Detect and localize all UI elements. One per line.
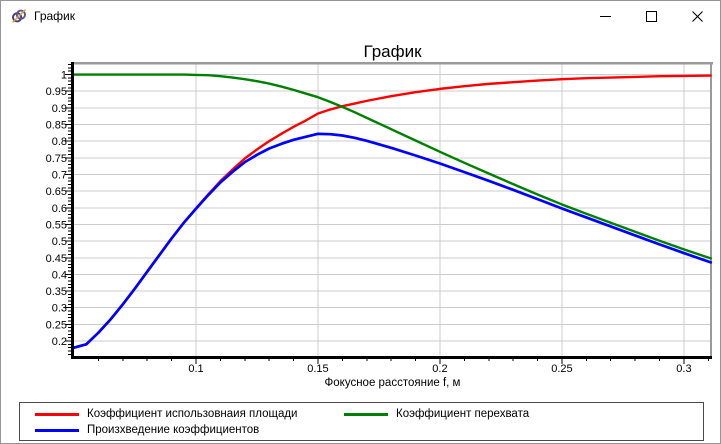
gridlines <box>74 64 711 356</box>
series-lines <box>72 73 713 350</box>
legend-line-blue <box>35 428 79 432</box>
axis-tick-labels: 1 0.95 0.9 0.85 0.8 0.75 0.7 0.65 0.6 0.55 0.5 0.45… <box>46 70 692 375</box>
maximize-icon <box>645 10 657 22</box>
svg-text:0.25: 0.25 <box>46 319 67 331</box>
minimize-button[interactable] <box>582 1 628 31</box>
legend-item-product: Произхведение коэффициентов <box>35 423 259 437</box>
app-icon <box>12 9 26 23</box>
legend-line-red <box>35 412 79 416</box>
chart-title: График <box>363 42 422 61</box>
svg-text:0.3: 0.3 <box>676 363 691 375</box>
title-bar[interactable]: График <box>1 1 720 31</box>
svg-text:0.7: 0.7 <box>52 169 67 181</box>
legend-label: Коэффициент использовнаия площади <box>87 408 298 420</box>
series-line-1 <box>72 73 712 260</box>
chart-canvas[interactable]: 1 0.95 0.9 0.85 0.8 0.75 0.7 0.65 0.6 0.55 0.5 0.45… <box>1 31 721 402</box>
legend-item-area-usage: Коэффициент использовнаия площади <box>35 407 297 421</box>
svg-text:0.1: 0.1 <box>188 363 203 375</box>
svg-text:0.8: 0.8 <box>52 136 67 148</box>
svg-text:0.9: 0.9 <box>52 103 67 115</box>
svg-text:0.4: 0.4 <box>52 269 67 281</box>
svg-text:0.85: 0.85 <box>46 120 67 132</box>
series-line-0 <box>72 74 712 349</box>
svg-text:0.2: 0.2 <box>52 336 67 348</box>
svg-text:1: 1 <box>61 70 67 82</box>
close-icon <box>691 10 703 22</box>
maximize-button[interactable] <box>628 1 674 31</box>
svg-text:0.95: 0.95 <box>46 86 67 98</box>
svg-text:0.3: 0.3 <box>52 303 67 315</box>
window-title: График <box>34 9 75 23</box>
svg-text:0.45: 0.45 <box>46 253 67 265</box>
legend-label: Произхведение коэффициентов <box>87 424 260 436</box>
legend-label: Коэффициент перехвата <box>396 408 530 420</box>
legend-item-intercept: Коэффициент перехвата <box>344 407 529 421</box>
axis-lines <box>71 62 712 359</box>
legend-line-green <box>344 412 388 416</box>
svg-text:0.65: 0.65 <box>46 186 67 198</box>
svg-text:0.5: 0.5 <box>52 236 67 248</box>
window-controls <box>582 1 720 31</box>
legend: Коэффициент использовнаия площади Коэффи… <box>19 402 704 441</box>
svg-text:0.55: 0.55 <box>46 219 67 231</box>
series-line-2 <box>72 132 713 350</box>
close-button[interactable] <box>674 1 720 31</box>
x-axis-title: Фокусное расстояние f, м <box>325 377 461 389</box>
svg-text:0.35: 0.35 <box>46 286 67 298</box>
svg-text:0.15: 0.15 <box>307 363 328 375</box>
svg-text:0.6: 0.6 <box>52 203 67 215</box>
axis-ticks <box>65 64 709 364</box>
plot-frame <box>71 62 713 356</box>
minimize-icon <box>599 15 611 17</box>
svg-text:0.75: 0.75 <box>46 153 67 165</box>
svg-text:0.25: 0.25 <box>551 363 572 375</box>
svg-text:0.2: 0.2 <box>432 363 447 375</box>
